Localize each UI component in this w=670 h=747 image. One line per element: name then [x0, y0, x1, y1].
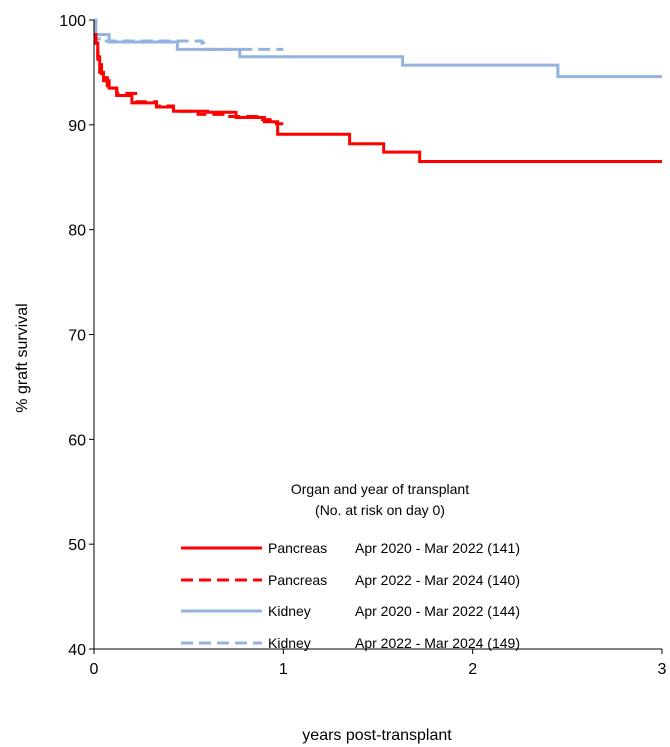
- series-line-1: [94, 33, 662, 164]
- x-tick-label: 2: [468, 661, 477, 678]
- x-tick-label: 0: [90, 661, 99, 678]
- y-tick-label: 100: [59, 13, 86, 30]
- y-ticks: 40 50 60 70 80 90 100: [59, 13, 94, 659]
- legend-period-2: Apr 2022 - Mar 2024 (140): [355, 572, 520, 588]
- legend: Organ and year of transplant (No. at ris…: [181, 481, 520, 651]
- legend-title: Organ and year of transplant: [291, 481, 469, 497]
- y-tick-label: 70: [68, 328, 86, 345]
- legend-period-3: Apr 2020 - Mar 2022 (144): [355, 603, 520, 619]
- series-line-3: [94, 18, 662, 79]
- legend-organ-4: Kidney: [268, 635, 311, 651]
- legend-period-1: Apr 2020 - Mar 2022 (141): [355, 540, 520, 556]
- legend-subtitle: (No. at risk on day 0): [315, 502, 445, 518]
- plot-lines: [94, 18, 662, 164]
- axes: 40 50 60 70 80 90 100 0 1 2 3: [59, 13, 666, 678]
- y-tick-label: 90: [68, 118, 86, 135]
- series-line-2: [94, 33, 284, 126]
- x-ticks: 0 1 2 3: [90, 649, 667, 678]
- legend-items: Pancreas Apr 2020 - Mar 2022 (141) Pancrea…: [181, 540, 520, 651]
- y-axis-title: % graft survival: [14, 303, 31, 412]
- y-tick-label: 80: [68, 223, 86, 240]
- legend-period-4: Apr 2022 - Mar 2024 (149): [355, 635, 520, 651]
- x-tick-label: 1: [279, 661, 288, 678]
- y-tick-label: 60: [68, 432, 86, 449]
- y-tick-label: 50: [68, 537, 86, 554]
- legend-organ-3: Kidney: [268, 603, 311, 619]
- x-tick-label: 3: [658, 661, 667, 678]
- x-axis-title: years post-transplant: [302, 727, 452, 744]
- legend-organ-1: Pancreas: [268, 540, 327, 556]
- legend-organ-2: Pancreas: [268, 572, 327, 588]
- y-tick-label: 40: [68, 642, 86, 659]
